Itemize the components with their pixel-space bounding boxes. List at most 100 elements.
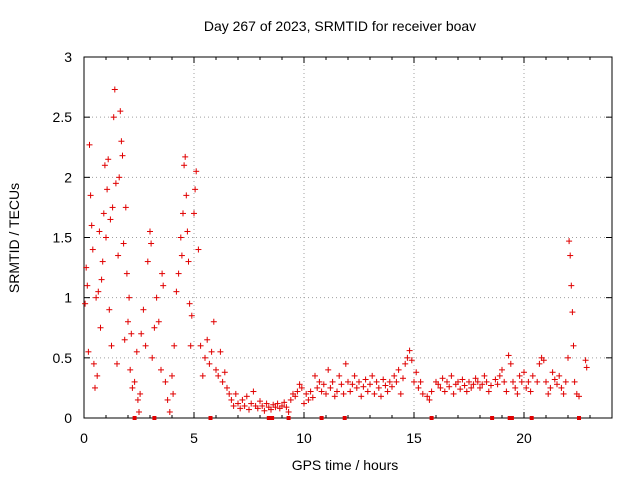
data-point bbox=[86, 141, 93, 148]
data-point bbox=[551, 376, 558, 383]
data-point bbox=[320, 381, 327, 388]
data-point bbox=[192, 186, 199, 193]
data-point bbox=[210, 318, 217, 325]
data-point bbox=[570, 342, 577, 349]
data-point bbox=[334, 388, 340, 395]
data-point bbox=[160, 282, 167, 289]
data-point bbox=[507, 360, 514, 367]
data-point bbox=[131, 378, 138, 385]
data-point bbox=[397, 390, 404, 397]
data-point bbox=[439, 375, 446, 382]
data-point bbox=[510, 378, 516, 385]
data-point bbox=[197, 342, 204, 349]
data-point bbox=[426, 396, 433, 403]
data-point bbox=[268, 406, 274, 413]
y-tick-label: 0 bbox=[64, 410, 72, 426]
data-point bbox=[521, 369, 527, 376]
gap-marker bbox=[270, 416, 275, 420]
data-point bbox=[182, 153, 189, 160]
gap-marker bbox=[507, 416, 512, 420]
data-point bbox=[406, 347, 413, 354]
y-tick-label: 0.5 bbox=[53, 350, 73, 366]
x-axis-ticks: 0 5 10 15 20 bbox=[80, 57, 591, 446]
data-point bbox=[125, 318, 131, 325]
data-point bbox=[237, 405, 244, 412]
data-point bbox=[338, 381, 345, 388]
data-point bbox=[296, 381, 303, 388]
data-point bbox=[83, 264, 90, 271]
data-point bbox=[110, 114, 117, 121]
data-point bbox=[444, 378, 450, 385]
data-point bbox=[353, 384, 360, 391]
data-point bbox=[272, 404, 279, 411]
data-point bbox=[571, 378, 578, 385]
data-point bbox=[351, 372, 358, 379]
data-point bbox=[342, 360, 349, 367]
data-point bbox=[178, 252, 185, 259]
data-point bbox=[325, 366, 332, 373]
data-point bbox=[512, 384, 519, 391]
data-point bbox=[474, 378, 481, 385]
x-tick-label: 20 bbox=[516, 430, 532, 446]
data-point bbox=[142, 342, 149, 349]
data-point bbox=[568, 282, 575, 289]
data-point bbox=[441, 388, 448, 395]
data-point bbox=[492, 376, 499, 383]
data-point bbox=[386, 378, 393, 385]
data-point bbox=[183, 192, 190, 199]
data-point bbox=[402, 360, 409, 367]
data-point bbox=[232, 390, 239, 397]
data-point bbox=[193, 168, 200, 175]
data-point bbox=[371, 390, 378, 397]
data-point bbox=[331, 393, 338, 400]
data-point bbox=[494, 381, 501, 388]
data-point bbox=[94, 372, 101, 379]
data-point bbox=[472, 375, 479, 382]
data-point bbox=[470, 381, 477, 388]
data-point bbox=[213, 366, 219, 373]
gap-marker bbox=[266, 416, 271, 420]
data-point bbox=[367, 381, 373, 388]
data-point bbox=[567, 252, 574, 259]
data-point bbox=[323, 390, 329, 397]
data-point bbox=[479, 381, 486, 388]
data-point bbox=[166, 408, 173, 415]
data-point bbox=[82, 300, 89, 307]
data-point bbox=[164, 396, 171, 403]
data-point bbox=[85, 348, 92, 355]
data-point bbox=[95, 288, 102, 295]
data-point bbox=[448, 372, 455, 379]
data-point bbox=[122, 204, 129, 211]
gap-marker bbox=[509, 416, 514, 420]
data-point bbox=[235, 400, 241, 407]
gap-marker bbox=[529, 416, 534, 420]
data-point bbox=[175, 270, 182, 277]
gap-marker bbox=[286, 416, 291, 420]
data-point bbox=[536, 360, 543, 367]
data-point bbox=[117, 108, 124, 115]
chart-title: Day 267 of 2023, SRMTID for receiver boa… bbox=[204, 18, 476, 34]
data-point bbox=[518, 378, 525, 385]
data-point bbox=[582, 357, 589, 364]
data-point bbox=[285, 408, 292, 415]
data-point bbox=[391, 372, 398, 379]
data-point bbox=[529, 372, 536, 379]
data-point bbox=[177, 234, 184, 241]
data-point bbox=[543, 378, 549, 385]
data-point bbox=[395, 366, 402, 373]
data-point bbox=[140, 306, 147, 313]
data-point bbox=[466, 378, 472, 385]
data-point bbox=[424, 393, 431, 400]
data-point bbox=[417, 378, 424, 385]
data-point bbox=[204, 336, 211, 343]
data-point bbox=[217, 348, 224, 355]
data-point bbox=[505, 352, 512, 359]
data-point bbox=[477, 384, 483, 391]
data-point bbox=[373, 378, 380, 385]
data-point bbox=[356, 378, 362, 385]
data-point bbox=[263, 400, 270, 407]
data-point bbox=[133, 348, 140, 355]
data-point bbox=[375, 384, 382, 391]
data-point bbox=[215, 372, 222, 379]
data-point bbox=[202, 354, 208, 361]
